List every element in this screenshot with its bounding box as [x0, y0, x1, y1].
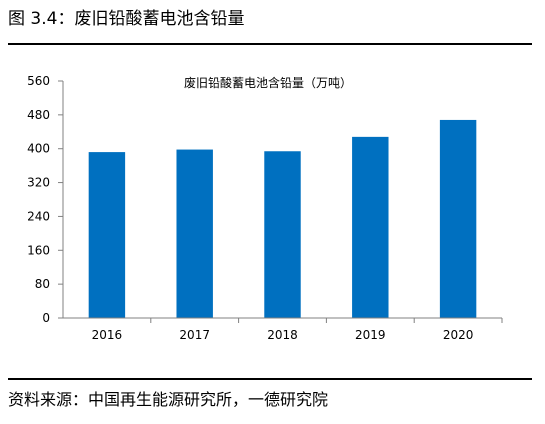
y-tick-label: 80: [35, 277, 50, 291]
y-tick-label: 480: [27, 108, 50, 122]
y-tick-label: 160: [27, 243, 50, 257]
bars: [88, 119, 477, 318]
bar-2016: [88, 152, 126, 318]
chart-title: 废旧铅酸蓄电池含铅量（万吨）: [184, 75, 352, 90]
figure-title: 图 3.4：废旧铅酸蓄电池含铅量: [8, 9, 245, 29]
x-tick-label: 2017: [179, 328, 210, 342]
y-tick-label: 560: [27, 74, 50, 88]
bar-2020: [439, 119, 477, 318]
y-tick-label: 320: [27, 176, 50, 190]
bar-chart: 废旧铅酸蓄电池含铅量（万吨） 0 80 160 240 320 400 480 560 201…: [27, 74, 503, 342]
x-tick-label: 2018: [267, 328, 298, 342]
x-tick-label: 2016: [92, 328, 123, 342]
x-tick-label: 2019: [355, 328, 386, 342]
x-tick-label: 2020: [443, 328, 474, 342]
bar-2017: [176, 149, 213, 318]
y-axis: 0 80 160 240 320 400 480 560: [27, 74, 64, 325]
source-note: 资料来源：中国再生能源研究所，一德研究院: [8, 390, 329, 409]
bar-2018: [264, 151, 301, 318]
bottom-rule: [8, 378, 532, 380]
top-rule: [8, 43, 532, 45]
y-tick-label: 0: [42, 311, 50, 325]
y-tick-label: 240: [27, 209, 50, 223]
y-tick-label: 400: [27, 142, 50, 156]
bar-2019: [352, 136, 389, 318]
x-axis: 2016 2017 2018 2019 2020: [63, 317, 503, 342]
